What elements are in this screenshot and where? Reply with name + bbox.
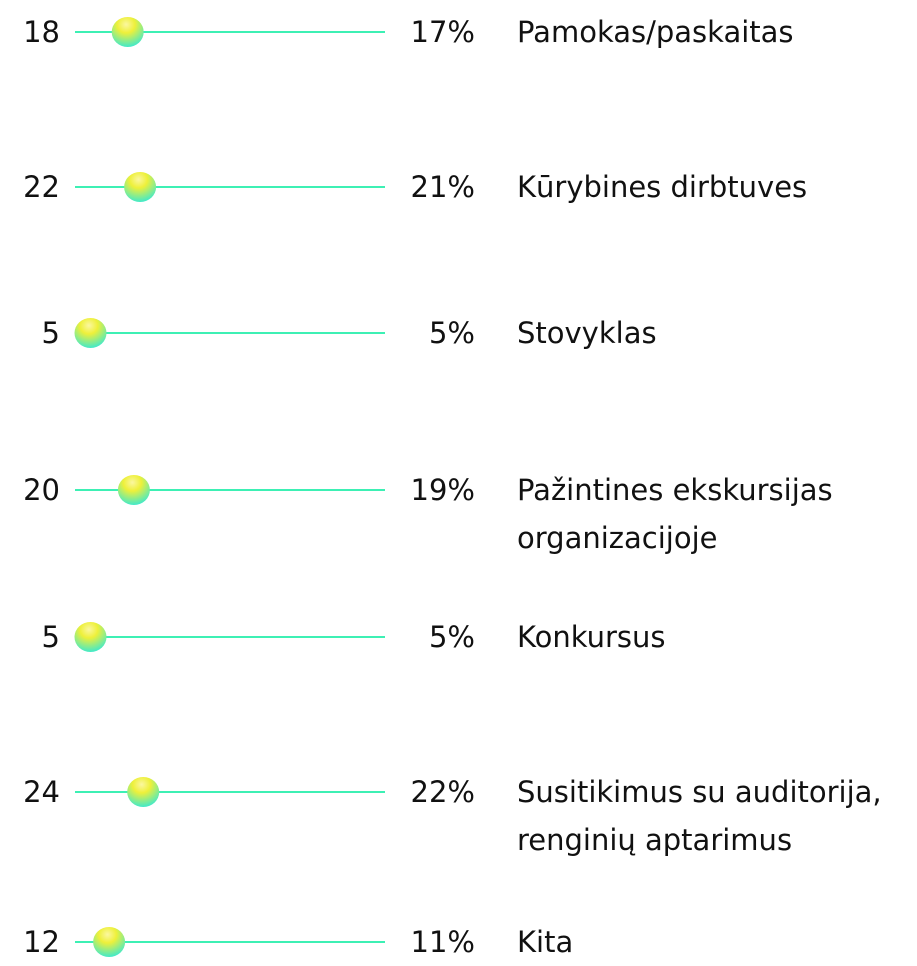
percent-label: 22% <box>410 775 475 809</box>
count-label: 20 <box>23 473 60 507</box>
count-label: 18 <box>23 15 60 49</box>
category-label: Susitikimus su auditorija, renginių apta… <box>517 775 882 857</box>
dot <box>117 475 150 505</box>
category-label: Kūrybines dirbtuves <box>517 170 808 204</box>
dot <box>124 172 157 202</box>
dot <box>127 777 160 807</box>
dot <box>74 318 107 348</box>
category-label: Pažintines ekskursijas organizacijoje <box>517 473 833 555</box>
category-label: Stovyklas <box>517 316 657 350</box>
percent-label: 19% <box>410 473 475 507</box>
count-label: 5 <box>41 620 60 654</box>
percent-label: 17% <box>410 15 475 49</box>
category-label: Pamokas/paskaitas <box>517 15 794 49</box>
dot <box>93 927 126 957</box>
category-label: Konkursus <box>517 620 666 654</box>
count-label: 5 <box>41 316 60 350</box>
count-label: 24 <box>23 775 60 809</box>
category-label: Kita <box>517 925 574 959</box>
percent-label: 5% <box>428 620 475 654</box>
dot <box>74 622 107 652</box>
count-label: 12 <box>23 925 60 959</box>
dot <box>111 17 144 47</box>
percent-label: 21% <box>410 170 475 204</box>
percent-label: 11% <box>410 925 475 959</box>
count-label: 22 <box>23 170 60 204</box>
percent-label: 5% <box>428 316 475 350</box>
